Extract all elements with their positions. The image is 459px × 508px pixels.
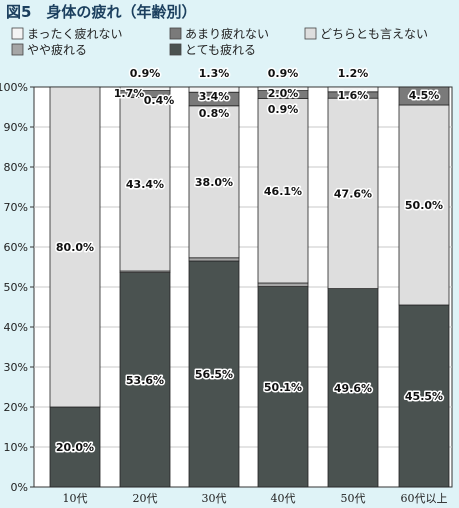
x-tick-label: 30代 <box>202 492 227 505</box>
y-tick-label: 0% <box>11 481 28 494</box>
bar-segment <box>119 272 171 488</box>
data-labels: 20.0% 80.0% 53.6% 43.4% 56.5% 38.0% 50.1% 46.1%… <box>54 66 444 456</box>
bar-segment <box>398 304 450 488</box>
data-label: 53.6% <box>126 374 164 387</box>
legend-label: どちらとも言えない <box>320 27 428 41</box>
y-tick-label: 90% <box>4 121 28 134</box>
bar-segment <box>327 86 379 93</box>
bar-segment <box>327 97 379 289</box>
legend-swatch <box>169 43 182 56</box>
legend-label: まったく疲れない <box>27 26 123 41</box>
data-label: 43.4% <box>126 178 164 191</box>
x-tick-label: 20代 <box>133 492 158 505</box>
y-tick-label: 80% <box>4 161 28 174</box>
x-tick-label: 50代 <box>341 492 366 505</box>
legend-label: やや疲れる <box>27 42 87 57</box>
bar-segment <box>257 286 309 488</box>
data-label: 0.9% <box>130 67 161 80</box>
bar-segment <box>188 86 240 93</box>
legend-swatch <box>11 27 24 40</box>
y-tick-label: 10% <box>4 441 28 454</box>
x-tick-label: 10代 <box>63 492 88 505</box>
data-label: 1.3% <box>199 67 230 80</box>
data-label: 50.0% <box>405 199 443 212</box>
data-label: 49.6% <box>334 382 372 395</box>
y-tick-label: 50% <box>4 281 28 294</box>
legend-swatch <box>11 43 24 56</box>
bar-segment <box>257 98 309 284</box>
legend-swatch <box>304 27 317 40</box>
x-tick-label: 40代 <box>271 492 296 505</box>
data-label: 1.7% <box>114 87 145 100</box>
data-label: 1.2% <box>338 67 369 80</box>
data-label: 0.4% <box>144 94 175 107</box>
bar-segment <box>49 406 101 488</box>
data-label: 38.0% <box>195 176 233 189</box>
bar-segment <box>188 260 240 488</box>
data-label: 0.9% <box>268 67 299 80</box>
chart-title: 図5 身体の疲れ（年齢別） <box>6 3 196 21</box>
grid <box>34 126 452 448</box>
data-label: 2.0% <box>268 87 299 100</box>
data-label: 46.1% <box>264 185 302 198</box>
legend-swatch <box>169 27 182 40</box>
y-tick-label: 30% <box>4 361 28 374</box>
legend-label: あまり疲れない <box>185 26 269 41</box>
y-tick-label: 40% <box>4 321 28 334</box>
bar-segment <box>398 104 450 306</box>
bar-segment <box>119 97 171 272</box>
bar-segment <box>188 105 240 259</box>
axes: 0% 10% 20% 30% 40% 50% 60% 70% 80% 90% 100% 10代 20代 3… <box>0 81 448 505</box>
data-label: 47.6% <box>334 187 372 200</box>
data-label: 80.0% <box>56 241 94 254</box>
data-label: 1.6% <box>338 89 369 102</box>
data-label: 45.5% <box>405 390 443 403</box>
bars <box>49 86 450 488</box>
bar-segment <box>49 86 101 408</box>
data-label: 0.8% <box>199 107 230 120</box>
x-tick-label: 60代以上 <box>401 492 448 505</box>
legend-label: とても疲れる <box>185 42 256 57</box>
data-label: 3.4% <box>199 90 230 103</box>
data-label: 4.5% <box>409 89 440 102</box>
y-tick-label: 20% <box>4 401 28 414</box>
y-tick-label: 100% <box>0 81 28 94</box>
bar-segment <box>119 86 171 91</box>
y-tick-label: 70% <box>4 201 28 214</box>
data-label: 50.1% <box>264 381 302 394</box>
bar-segment <box>398 86 450 106</box>
bar-segment <box>257 86 309 91</box>
bar-segment <box>188 257 240 262</box>
y-tick-label: 60% <box>4 241 28 254</box>
data-label: 0.9% <box>268 103 299 116</box>
data-label: 56.5% <box>195 368 233 381</box>
bar-segment <box>257 282 309 287</box>
data-label: 20.0% <box>56 441 94 454</box>
